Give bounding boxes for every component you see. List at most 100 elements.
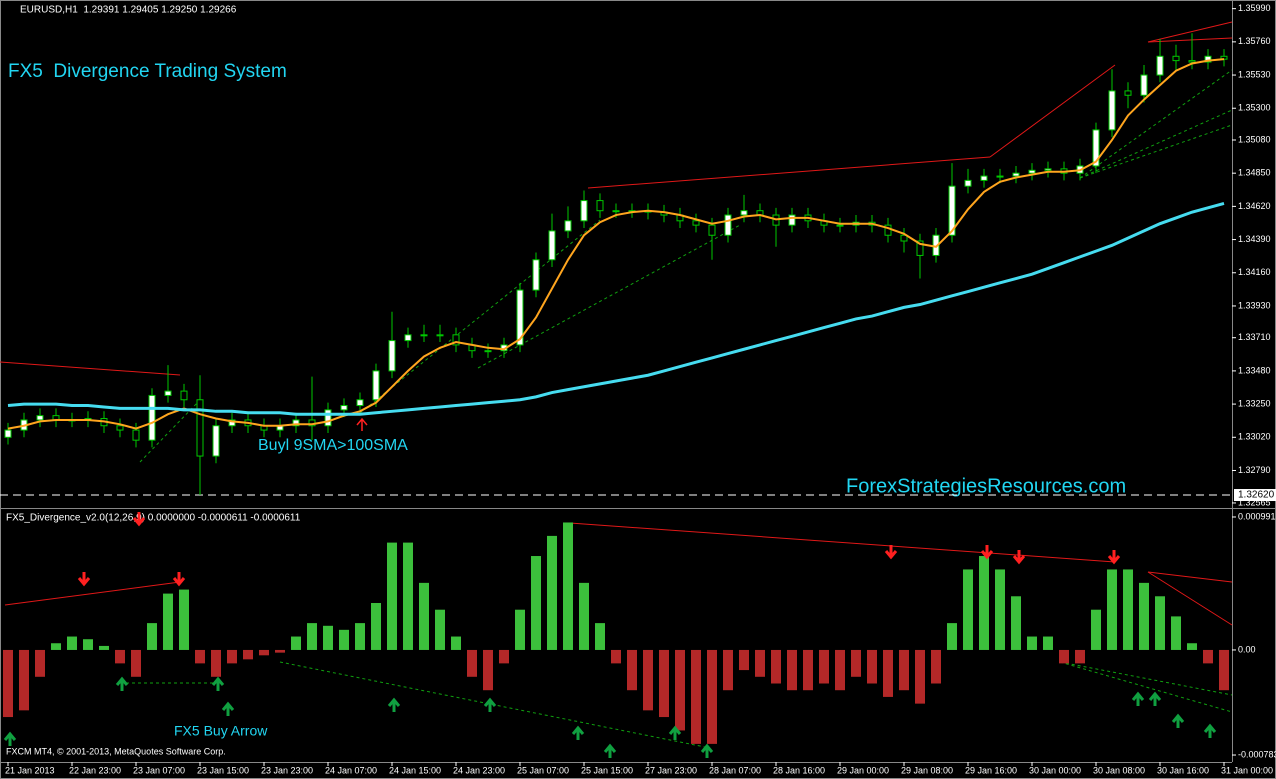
candle-body xyxy=(452,334,460,346)
y-tick-label: 1.35990 xyxy=(1238,3,1271,13)
candle-body xyxy=(340,405,348,411)
candle-body xyxy=(1172,55,1180,62)
moving-average xyxy=(7,58,1225,430)
sell-arrow xyxy=(172,572,186,587)
histogram-bar xyxy=(51,643,61,650)
trend-line xyxy=(1147,571,1233,626)
candle-body xyxy=(436,334,444,337)
histogram-bar xyxy=(1075,649,1085,664)
histogram-bar xyxy=(531,556,541,650)
candle-body xyxy=(692,220,700,226)
histogram-bar xyxy=(115,649,125,664)
histogram-bar xyxy=(147,623,157,650)
buy-signal-arrow xyxy=(356,417,368,431)
candle-body xyxy=(1140,74,1148,96)
histogram-bar xyxy=(19,649,29,711)
level-label-box xyxy=(1234,489,1276,502)
x-tick-label: 21 Jan 2013 xyxy=(5,765,55,775)
x-tick-label: 24 Jan 23:00 xyxy=(453,765,505,775)
trend-line xyxy=(1059,661,1233,696)
histogram-bar xyxy=(99,645,109,650)
histogram-bar xyxy=(867,649,877,684)
sell-arrow xyxy=(1107,550,1121,565)
histogram-bar xyxy=(883,649,893,697)
y-tick-label: 1.34160 xyxy=(1238,267,1271,277)
buy-arrow xyxy=(1131,691,1145,706)
x-tick-label: 27 Jan 23:00 xyxy=(645,765,697,775)
y-tick-label: 1.32790 xyxy=(1238,465,1271,475)
trend-line xyxy=(587,156,991,189)
histogram-bar xyxy=(755,649,765,677)
candle-body xyxy=(404,334,412,342)
histogram-bar xyxy=(227,649,237,664)
x-tick-label: 28 Jan 07:00 xyxy=(709,765,761,775)
x-tick-label: 29 Jan 16:00 xyxy=(965,765,1017,775)
candle-body xyxy=(116,425,124,431)
y-tick-label: 1.35760 xyxy=(1238,36,1271,46)
histogram-bar xyxy=(691,649,701,744)
histogram-bar xyxy=(771,649,781,684)
trend-line xyxy=(1147,21,1233,43)
y-tick-label: 1.33930 xyxy=(1238,300,1271,310)
y-tick-label: 1.33250 xyxy=(1238,398,1271,408)
histogram-bar xyxy=(1011,596,1021,650)
x-tick-label: 24 Jan 15:00 xyxy=(389,765,441,775)
histogram-bar xyxy=(1043,636,1053,650)
histogram-bar xyxy=(355,623,365,650)
histogram-bar xyxy=(291,636,301,650)
histogram-bar xyxy=(1171,616,1181,650)
candle-body xyxy=(916,240,924,256)
histogram-bar xyxy=(595,623,605,650)
candle-body xyxy=(740,210,748,216)
candle-body xyxy=(1028,169,1036,174)
buy-arrow xyxy=(668,725,682,740)
buy-arrow xyxy=(221,701,235,716)
trend-line xyxy=(4,581,181,606)
buy-arrow-annotation: FX5 Buy Arrow xyxy=(174,723,268,739)
histogram-bar xyxy=(483,649,493,691)
histogram-bar xyxy=(1203,649,1213,664)
trend-line xyxy=(569,522,1116,563)
histogram-bar xyxy=(403,542,413,650)
histogram-bar xyxy=(211,649,221,677)
histogram-bar xyxy=(563,522,573,650)
y-tick-label: 1.33710 xyxy=(1238,332,1271,342)
histogram-bar xyxy=(243,649,253,660)
buy-arrow xyxy=(1148,691,1162,706)
y-tick-label: -0.000783 xyxy=(1238,749,1276,759)
candle-body xyxy=(948,185,956,236)
candle-body xyxy=(1188,60,1196,63)
y-tick-label: 1.33020 xyxy=(1238,432,1271,442)
x-tick-label: 30 Jan 08:00 xyxy=(1093,765,1145,775)
trend-line xyxy=(0,361,181,376)
histogram-bar xyxy=(915,649,925,704)
y-tick-label: 1.35530 xyxy=(1238,69,1271,79)
histogram-bar xyxy=(1155,596,1165,650)
candle-body xyxy=(212,425,220,457)
histogram-bar xyxy=(963,569,973,650)
buy-arrow xyxy=(211,676,225,691)
candle-body xyxy=(196,399,204,457)
candle-body xyxy=(388,340,396,372)
histogram-bar xyxy=(3,649,13,718)
candle-body xyxy=(964,179,972,187)
sell-arrow xyxy=(1012,550,1026,565)
histogram-bar xyxy=(659,649,669,718)
candle-body xyxy=(36,415,44,421)
candle-body xyxy=(356,399,364,407)
x-tick-label: 31 Jan 00:00 xyxy=(1221,765,1273,775)
candle-body xyxy=(708,224,716,236)
trend-line xyxy=(1147,571,1233,583)
y-tick-label: 1.35080 xyxy=(1238,134,1271,144)
buy-annotation: Buyl 9SMA>100SMA xyxy=(258,437,408,454)
chart-title: FX5 Divergence Trading System xyxy=(8,61,287,82)
sell-arrow xyxy=(884,545,898,560)
histogram-bar xyxy=(899,649,909,691)
trend-line xyxy=(1079,109,1233,179)
histogram-bar xyxy=(723,649,733,691)
candle-body xyxy=(1204,55,1212,63)
x-tick-label: 23 Jan 23:00 xyxy=(261,765,313,775)
moving-average xyxy=(7,202,1225,416)
indicator-title: FX5_Divergence_v2.0(12,26,9) 0.0000000 -… xyxy=(6,513,301,524)
